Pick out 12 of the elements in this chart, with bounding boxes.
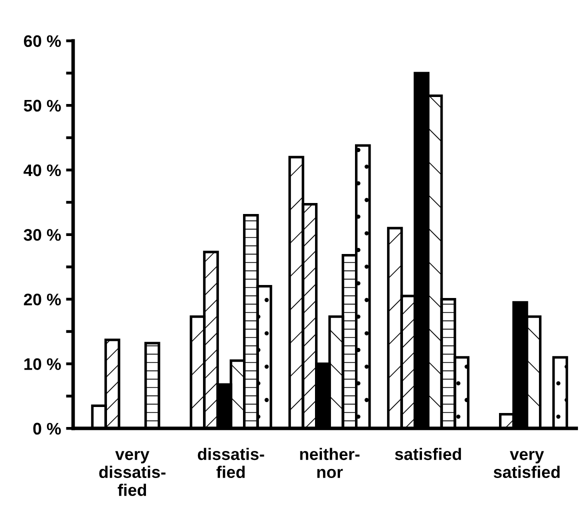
x-tick-label: dissatis- fied xyxy=(198,448,264,478)
x-tick-label: satisfied xyxy=(395,448,461,460)
y-tick-label: 10 % xyxy=(24,358,61,370)
x-tick-label: neither- nor xyxy=(300,448,360,478)
y-tick-label: 30 % xyxy=(24,229,61,241)
y-tick-label: 0 % xyxy=(33,422,61,435)
y-tick-label: 60 % xyxy=(24,35,61,48)
x-tick-label: very satisfied xyxy=(494,450,560,478)
y-tick-label: 40 % xyxy=(24,164,61,176)
y-tick-label: 50 % xyxy=(24,100,61,112)
y-tick-label: 20 % xyxy=(24,294,61,306)
x-tick-label: very dissatis- fied xyxy=(99,450,166,496)
